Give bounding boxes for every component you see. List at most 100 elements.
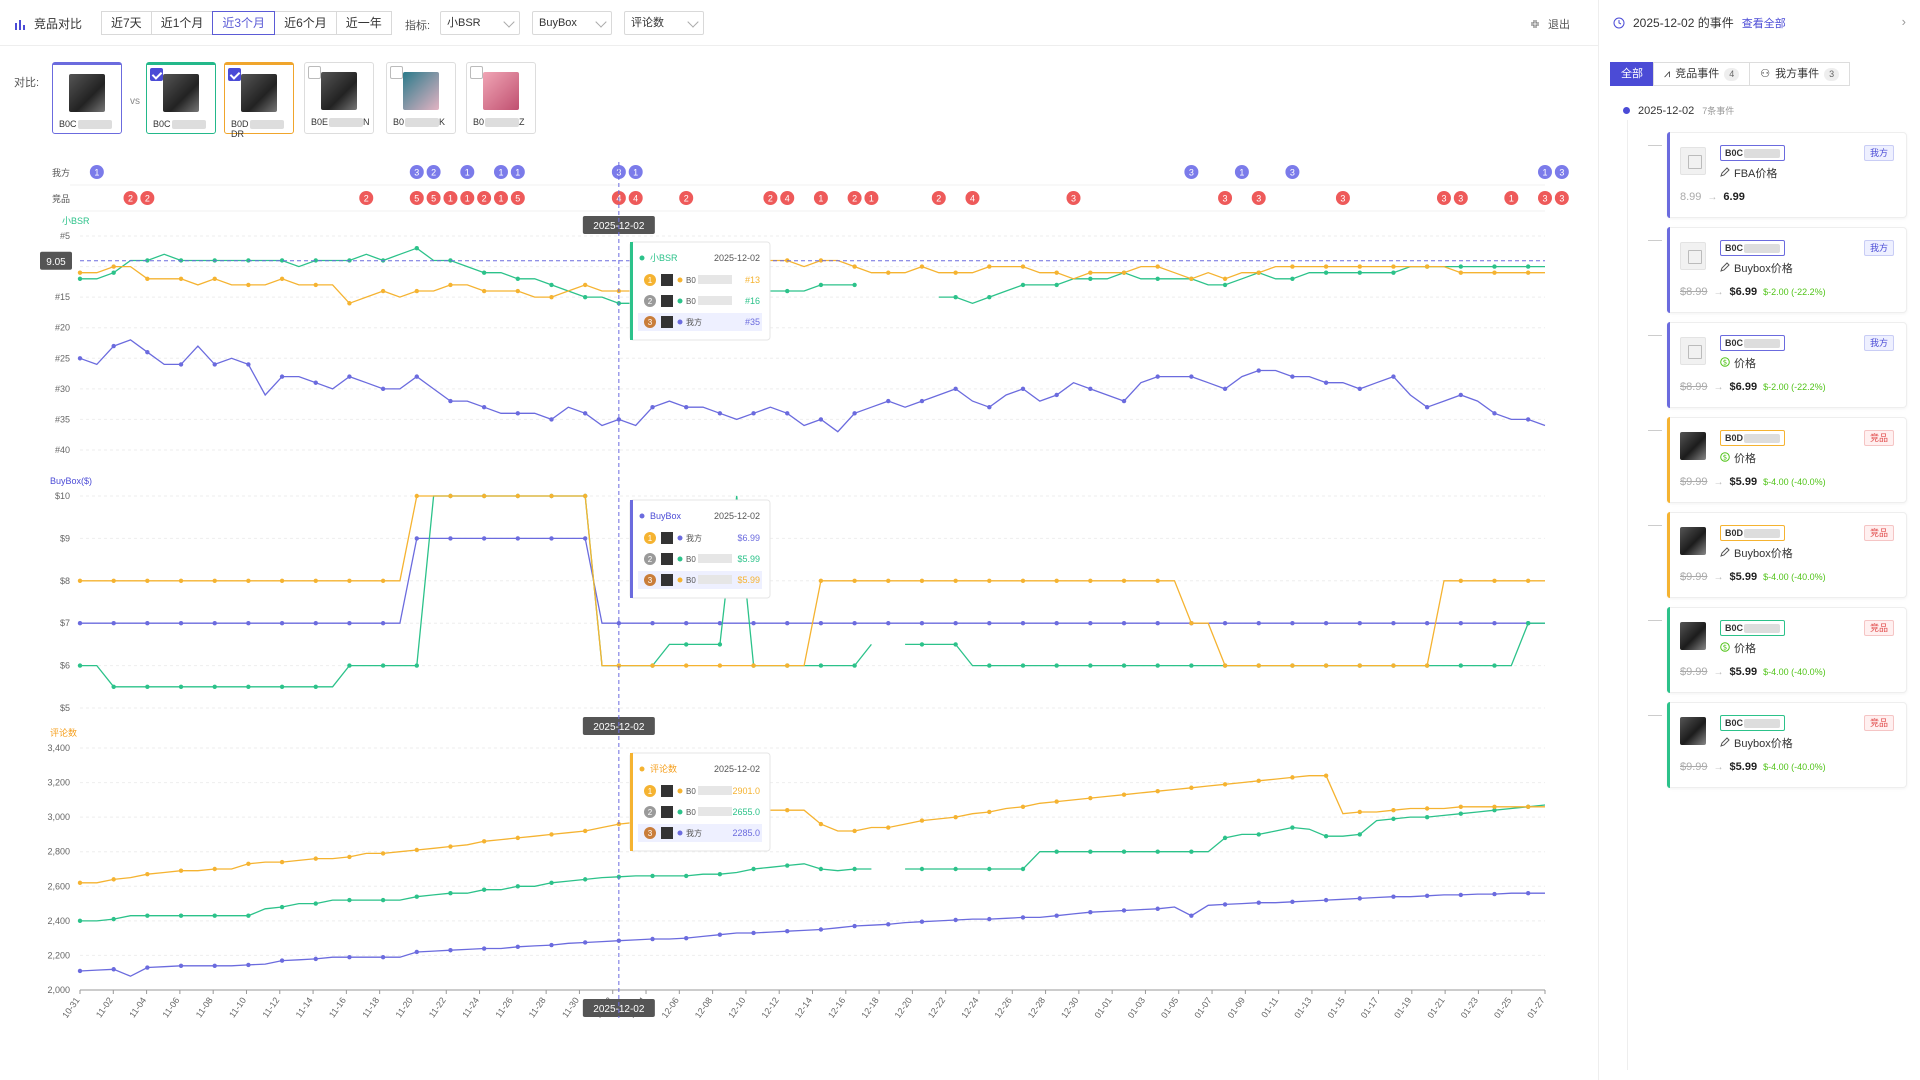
competitor-event-marker[interactable]: 3 (1218, 191, 1233, 205)
event-card[interactable]: B0C FBA价格 我方 8.99 → 6.99 (1648, 132, 1907, 218)
competitor-event-marker[interactable]: 1 (443, 191, 458, 205)
data-point[interactable] (1323, 773, 1329, 778)
data-point[interactable] (178, 684, 184, 689)
data-point[interactable] (785, 863, 790, 868)
data-point[interactable] (246, 861, 251, 867)
data-point[interactable] (1357, 896, 1362, 901)
data-point[interactable] (347, 301, 352, 306)
data-point[interactable] (818, 282, 824, 288)
data-point[interactable] (919, 866, 925, 872)
data-point[interactable] (1256, 778, 1261, 784)
data-point[interactable] (1525, 264, 1531, 269)
data-point[interactable] (919, 578, 925, 583)
data-point[interactable] (987, 866, 992, 872)
data-point[interactable] (1323, 621, 1329, 626)
event-card[interactable]: B0C Buybox价格 竞品 $9.99 → $5.99 $-4.00 (-40.0%) (1648, 702, 1907, 788)
product-checkbox[interactable] (308, 66, 321, 79)
data-point[interactable] (751, 411, 756, 416)
data-point[interactable] (1525, 270, 1531, 275)
data-point[interactable] (1222, 282, 1228, 288)
data-point[interactable] (886, 922, 891, 927)
data-point[interactable] (785, 663, 790, 668)
data-point[interactable] (1458, 621, 1464, 626)
data-point[interactable] (414, 246, 419, 251)
competitor-event-marker[interactable]: 2 (359, 191, 374, 205)
data-point[interactable] (1290, 276, 1295, 281)
data-point[interactable] (313, 282, 318, 288)
data-point[interactable] (852, 411, 857, 416)
data-point[interactable] (279, 904, 285, 910)
data-point[interactable] (212, 362, 217, 367)
competitor-event-marker[interactable]: 4 (780, 191, 795, 205)
competitor-event-marker[interactable]: 2 (477, 191, 492, 205)
data-point[interactable] (347, 897, 352, 903)
range-button[interactable]: 近6个月 (274, 11, 337, 35)
data-point[interactable] (313, 684, 318, 689)
competitor-event-marker[interactable]: 5 (510, 191, 525, 205)
data-point[interactable] (111, 621, 116, 626)
data-point[interactable] (1155, 906, 1160, 911)
data-point[interactable] (145, 913, 150, 918)
data-point[interactable] (1357, 270, 1362, 275)
product-checkbox[interactable] (150, 68, 163, 81)
data-point[interactable] (111, 270, 116, 275)
data-point[interactable] (1088, 276, 1093, 281)
data-point[interactable] (987, 264, 992, 269)
data-point[interactable] (380, 954, 386, 960)
data-point[interactable] (818, 821, 824, 827)
data-point[interactable] (481, 536, 487, 541)
data-point[interactable] (549, 880, 554, 886)
data-point[interactable] (1290, 663, 1295, 668)
competitor-event-marker[interactable]: 1 (864, 191, 879, 205)
data-point[interactable] (515, 884, 521, 889)
data-point[interactable] (279, 621, 285, 626)
data-point[interactable] (481, 270, 487, 275)
data-point[interactable] (1525, 578, 1531, 583)
data-point[interactable] (414, 949, 419, 955)
data-point[interactable] (1189, 849, 1194, 854)
data-point[interactable] (111, 343, 116, 349)
data-point[interactable] (785, 411, 790, 416)
data-point[interactable] (852, 282, 857, 288)
data-point[interactable] (1323, 663, 1329, 668)
competitor-event-marker[interactable]: 3 (1335, 191, 1350, 205)
data-point[interactable] (1054, 621, 1059, 626)
data-point[interactable] (1054, 799, 1059, 804)
competitor-event-marker[interactable]: 3 (1538, 191, 1552, 205)
data-point[interactable] (818, 866, 824, 872)
data-point[interactable] (178, 578, 184, 583)
data-point[interactable] (1391, 663, 1396, 668)
data-point[interactable] (1189, 621, 1194, 626)
data-point[interactable] (347, 663, 352, 668)
data-point[interactable] (886, 398, 891, 404)
data-point[interactable] (1391, 374, 1396, 379)
data-point[interactable] (1256, 900, 1261, 905)
data-point[interactable] (987, 405, 992, 410)
data-point[interactable] (1256, 663, 1261, 668)
data-point[interactable] (145, 871, 150, 877)
data-point[interactable] (313, 380, 318, 385)
data-point[interactable] (515, 536, 521, 541)
data-point[interactable] (448, 398, 453, 404)
data-point[interactable] (1020, 282, 1026, 288)
data-point[interactable] (1222, 621, 1228, 626)
data-point[interactable] (414, 493, 419, 499)
data-point[interactable] (1155, 374, 1160, 379)
compare-product-card[interactable]: B0E N (304, 62, 374, 134)
data-point[interactable] (145, 621, 150, 626)
data-point[interactable] (1222, 386, 1228, 392)
data-point[interactable] (77, 880, 83, 886)
data-point[interactable] (1424, 806, 1430, 811)
data-point[interactable] (380, 621, 386, 626)
data-point[interactable] (380, 386, 386, 392)
data-point[interactable] (919, 818, 925, 823)
data-point[interactable] (549, 493, 554, 499)
range-button[interactable]: 近1个月 (150, 11, 214, 35)
data-point[interactable] (785, 288, 790, 294)
competitor-event-marker[interactable]: 1 (493, 191, 508, 205)
data-point[interactable] (1121, 908, 1127, 913)
data-point[interactable] (549, 417, 554, 422)
data-point[interactable] (212, 684, 217, 689)
data-point[interactable] (1424, 264, 1430, 269)
competitor-event-marker[interactable]: 3 (1554, 191, 1569, 205)
